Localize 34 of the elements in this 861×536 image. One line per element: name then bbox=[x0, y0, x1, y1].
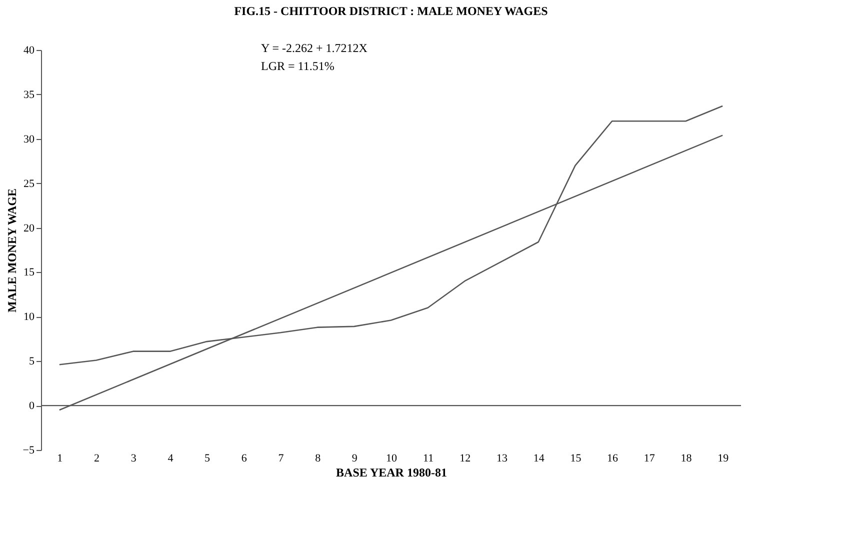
annotation: Y = -2.262 + 1.7212X bbox=[261, 41, 368, 55]
x-tick-label: 10 bbox=[386, 452, 398, 464]
chart-title: FIG.15 - CHITTOOR DISTRICT : MALE MONEY WAGES bbox=[234, 4, 548, 18]
x-tick-label: 6 bbox=[241, 452, 248, 464]
x-tick-label: 2 bbox=[94, 452, 100, 464]
y-tick-label: 15 bbox=[24, 266, 35, 279]
x-tick-label: 15 bbox=[570, 452, 582, 464]
x-tick-label: 8 bbox=[315, 452, 322, 464]
x-tick-label: 14 bbox=[533, 452, 545, 464]
x-tick-label: 19 bbox=[718, 452, 730, 464]
y-tick-label: 40 bbox=[24, 44, 35, 56]
x-tick-label: 5 bbox=[204, 452, 211, 464]
x-tick-label: 1 bbox=[57, 452, 63, 464]
y-tick-label: −5 bbox=[22, 444, 35, 456]
x-tick-label: 13 bbox=[496, 452, 508, 464]
x-tick-label: 12 bbox=[460, 452, 471, 464]
y-tick-label: 10 bbox=[24, 311, 35, 324]
y-tick-label: 0 bbox=[29, 400, 35, 412]
x-tick-label: 4 bbox=[168, 452, 174, 464]
y-tick-label: 30 bbox=[24, 133, 35, 146]
y-tick-label: 35 bbox=[24, 88, 35, 101]
y-tick-label: 20 bbox=[24, 222, 35, 234]
x-tick-label: 18 bbox=[680, 452, 692, 464]
y-tick-label: 5 bbox=[29, 356, 35, 368]
y-tick-label: 25 bbox=[24, 178, 35, 190]
annotation: LGR = 11.51% bbox=[261, 59, 334, 73]
y-axis-title: MALE MONEY WAGE bbox=[4, 188, 19, 313]
x-tick-label: 7 bbox=[278, 452, 284, 464]
x-axis-title: BASE YEAR 1980-81 bbox=[336, 466, 447, 480]
x-tick-label: 17 bbox=[644, 452, 656, 464]
x-tick-label: 11 bbox=[423, 452, 434, 464]
x-tick-label: 9 bbox=[352, 452, 358, 464]
x-tick-label: 3 bbox=[130, 452, 137, 464]
x-tick-label: 16 bbox=[607, 452, 619, 464]
